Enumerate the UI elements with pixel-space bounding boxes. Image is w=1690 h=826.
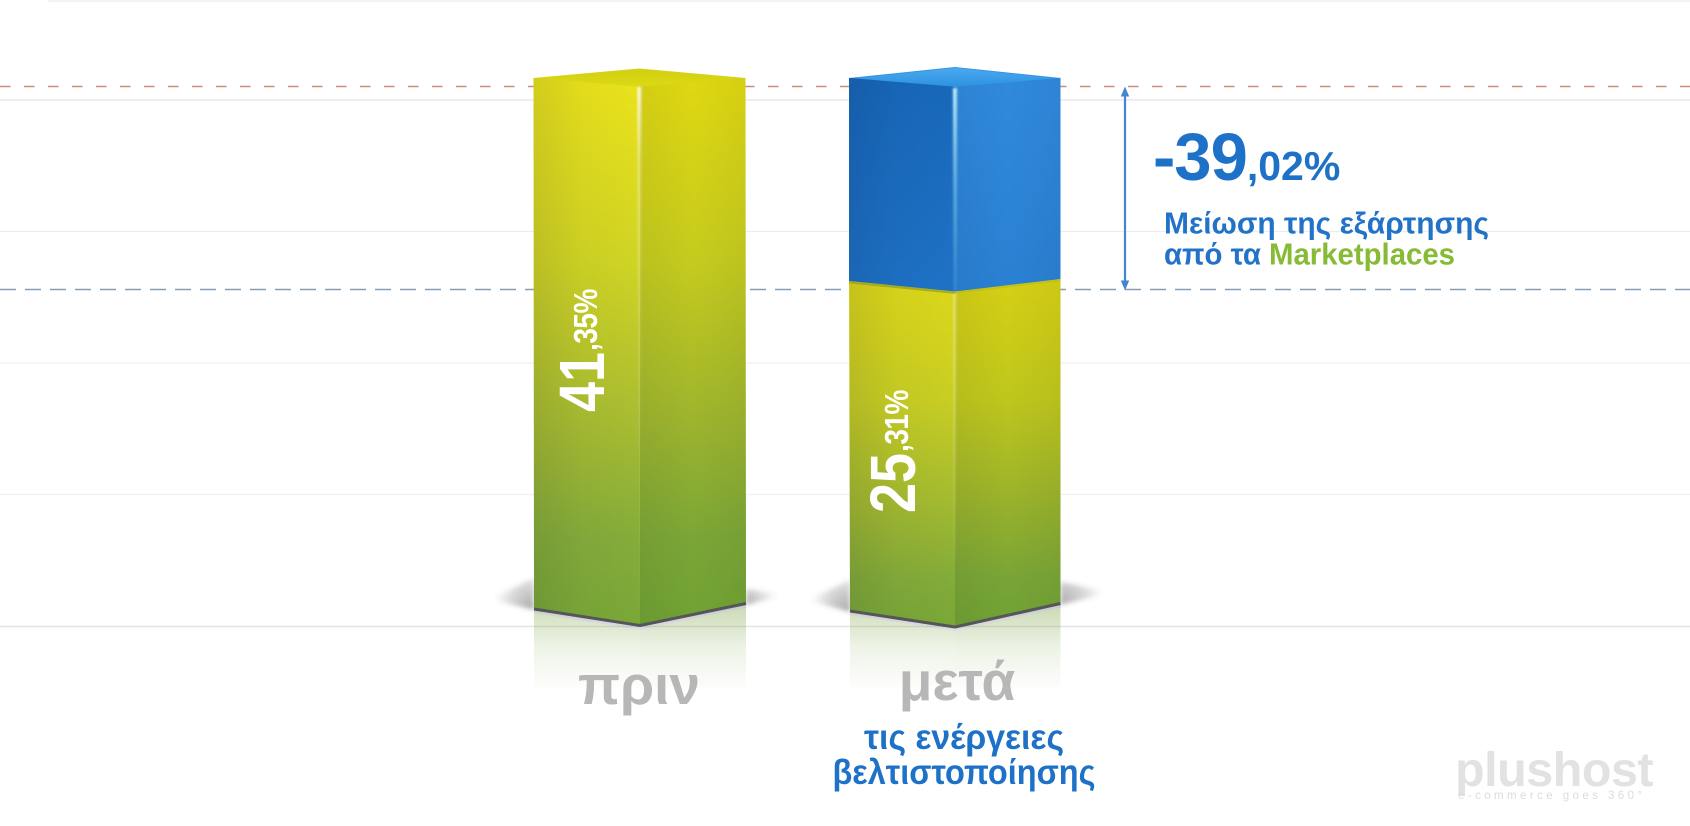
svg-text:μετά: μετά [899,650,1016,712]
svg-text:πριν: πριν [578,654,700,716]
svg-text:plushost: plushost [1455,743,1653,797]
svg-text:τις ενέργειες: τις ενέργειες [864,718,1064,757]
svg-text:Μείωση της εξάρτησης: Μείωση της εξάρτησης [1164,206,1489,241]
svg-text:βελτιστοποίησης: βελτιστοποίησης [833,753,1096,792]
svg-text:e-commerce goes 360°: e-commerce goes 360° [1458,790,1646,802]
svg-text:από τα Marketplaces: από τα Marketplaces [1164,237,1455,272]
